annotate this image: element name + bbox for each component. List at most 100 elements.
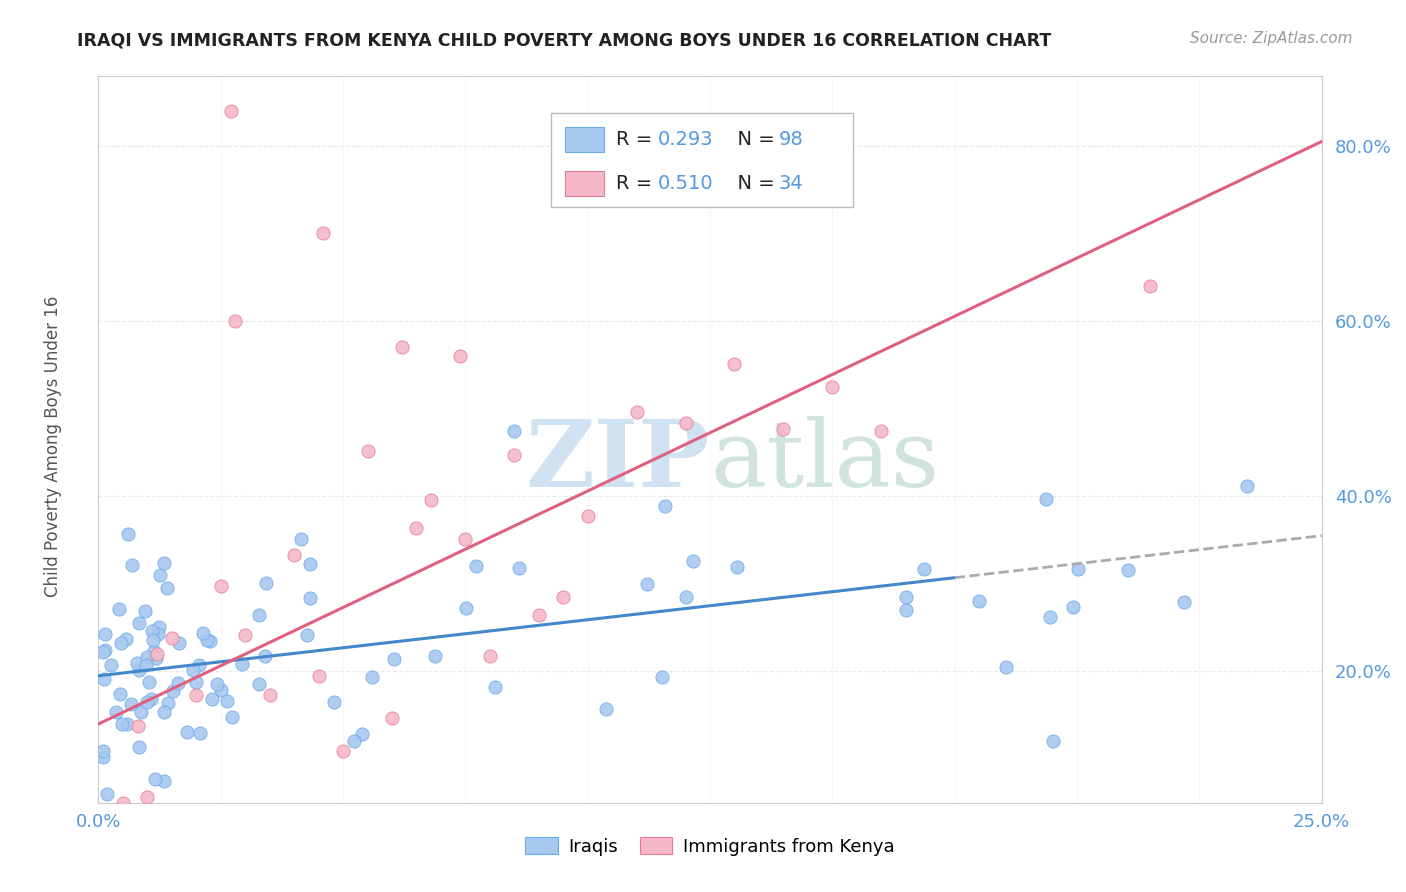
Point — [231, 657, 253, 671]
Point — [162, 684, 184, 698]
Point — [308, 669, 330, 683]
Point — [117, 526, 139, 541]
Point — [120, 697, 142, 711]
Point — [1035, 491, 1057, 506]
Point — [138, 675, 160, 690]
Point — [870, 424, 893, 438]
Point — [207, 677, 229, 691]
Point — [595, 702, 617, 716]
Point — [136, 650, 159, 665]
Point — [96, 788, 118, 802]
Point — [295, 627, 318, 641]
Point — [1236, 478, 1258, 492]
Point — [405, 521, 427, 535]
Text: 0.293: 0.293 — [658, 129, 713, 149]
Point — [553, 590, 575, 604]
Point — [209, 682, 232, 697]
Point — [111, 796, 134, 810]
Point — [121, 558, 143, 572]
Point — [141, 632, 163, 647]
Point — [187, 658, 209, 673]
Point — [454, 532, 477, 546]
Point — [166, 676, 188, 690]
Text: Source: ZipAtlas.com: Source: ZipAtlas.com — [1189, 31, 1353, 46]
Text: N =: N = — [725, 174, 782, 193]
Legend: Iraqis, Immigrants from Kenya: Iraqis, Immigrants from Kenya — [517, 830, 903, 863]
Point — [160, 631, 183, 645]
Text: 98: 98 — [779, 129, 804, 149]
Point — [94, 627, 117, 641]
Point — [152, 556, 174, 570]
Point — [233, 628, 256, 642]
Point — [115, 632, 138, 646]
Point — [290, 532, 312, 546]
Point — [675, 417, 697, 431]
Point — [1066, 562, 1088, 576]
Point — [188, 726, 211, 740]
Point — [193, 626, 215, 640]
Point — [247, 607, 270, 622]
Point — [167, 635, 190, 649]
Point — [478, 648, 501, 663]
Point — [323, 695, 346, 709]
Point — [723, 357, 745, 371]
Point — [254, 575, 277, 590]
Point — [149, 568, 172, 582]
Point — [894, 590, 917, 604]
Point — [894, 603, 917, 617]
Point — [221, 710, 243, 724]
Text: IRAQI VS IMMIGRANTS FROM KENYA CHILD POVERTY AMONG BOYS UNDER 16 CORRELATION CHA: IRAQI VS IMMIGRANTS FROM KENYA CHILD POV… — [77, 31, 1052, 49]
Point — [155, 582, 177, 596]
Point — [298, 557, 321, 571]
Point — [94, 642, 117, 657]
Point — [503, 424, 526, 438]
Point — [181, 663, 204, 677]
Point — [651, 670, 673, 684]
Point — [148, 620, 170, 634]
Point — [654, 499, 676, 513]
Point — [176, 724, 198, 739]
Point — [143, 644, 166, 658]
Point — [128, 739, 150, 754]
Point — [675, 590, 697, 604]
Point — [465, 558, 488, 573]
Point — [157, 696, 180, 710]
Point — [420, 492, 443, 507]
Point — [135, 657, 157, 672]
Point — [129, 705, 152, 719]
Point — [143, 772, 166, 787]
Text: R =: R = — [616, 129, 658, 149]
Point — [361, 670, 384, 684]
Point — [382, 652, 405, 666]
Point — [356, 444, 378, 458]
Point — [1039, 609, 1062, 624]
Point — [186, 689, 208, 703]
Point — [91, 750, 114, 764]
Point — [343, 733, 366, 747]
Point — [146, 648, 169, 662]
Point — [136, 789, 159, 804]
Point — [91, 744, 114, 758]
Point — [626, 405, 648, 419]
Point — [107, 601, 129, 615]
Text: ZIP: ZIP — [526, 417, 710, 506]
Point — [134, 604, 156, 618]
Text: N =: N = — [725, 129, 782, 149]
Point — [1042, 734, 1064, 748]
Text: atlas: atlas — [710, 417, 939, 506]
Point — [1139, 279, 1161, 293]
Point — [247, 677, 270, 691]
Point — [108, 687, 131, 701]
Point — [381, 711, 404, 725]
Point — [912, 562, 935, 576]
Point — [141, 691, 163, 706]
Point — [135, 695, 157, 709]
Point — [682, 554, 704, 568]
Point — [145, 651, 167, 665]
Point — [1173, 594, 1195, 608]
Point — [219, 103, 242, 118]
Text: 34: 34 — [779, 174, 804, 193]
Point — [503, 448, 526, 462]
Point — [128, 663, 150, 677]
Point — [352, 727, 374, 741]
